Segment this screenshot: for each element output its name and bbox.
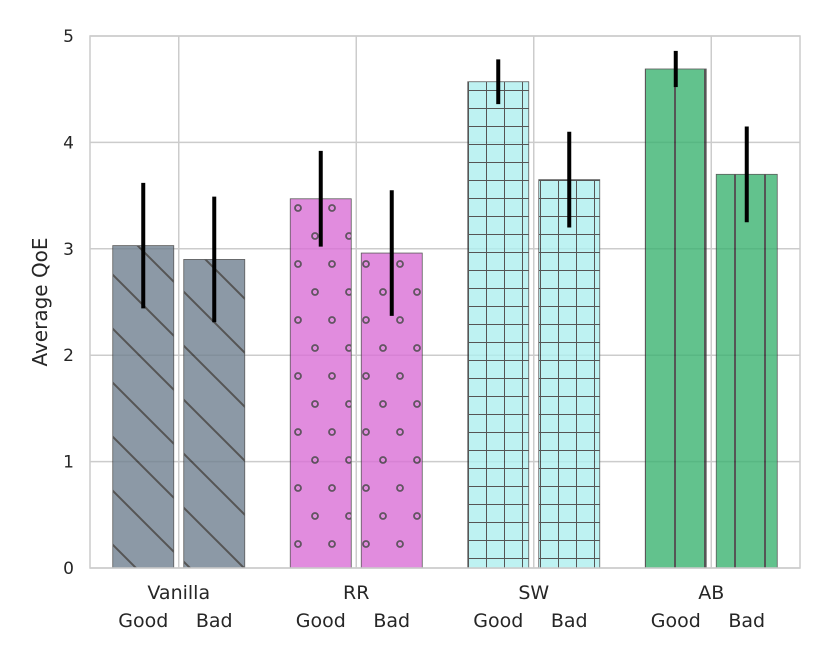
x-sub-label: Good [118, 610, 168, 632]
y-tick-label: 5 [63, 27, 74, 47]
bar-sw-bad [538, 179, 601, 569]
x-sub-label: Good [296, 610, 346, 632]
y-tick-label: 1 [63, 453, 74, 473]
error-bars [141, 50, 749, 323]
bar-ab-bad [715, 173, 778, 569]
x-sub-label: Good [651, 610, 701, 632]
y-tick-label: 0 [63, 559, 74, 579]
bar-sw-good [467, 81, 530, 569]
x-group-label: RR [343, 582, 369, 604]
bar-rr-good [289, 198, 352, 569]
y-tick-labels: 0 1 2 3 4 5 [63, 27, 74, 579]
x-group-label: AB [698, 582, 724, 604]
y-tick-label: 4 [63, 133, 74, 153]
x-group-label: Vanilla [147, 582, 210, 604]
x-sub-label: Good [473, 610, 523, 632]
y-tick-label: 3 [63, 240, 74, 260]
x-sub-label: Bad [551, 610, 588, 632]
bar-ab-good [644, 68, 707, 569]
y-axis-label: Average QoE [28, 237, 52, 366]
x-sub-label: Bad [728, 610, 765, 632]
x-sub-label: Bad [373, 610, 410, 632]
x-group-label: SW [518, 582, 549, 604]
y-tick-label: 2 [63, 346, 74, 366]
x-sub-label: Bad [196, 610, 233, 632]
plot-frame [89, 35, 801, 569]
